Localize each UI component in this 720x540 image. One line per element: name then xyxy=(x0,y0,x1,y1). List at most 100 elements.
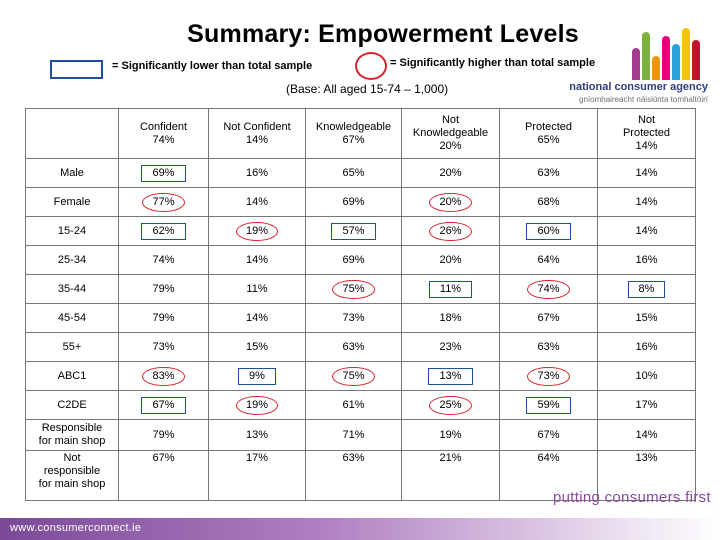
column-header-line: 74% xyxy=(152,133,175,146)
row-label-line: for main shop xyxy=(38,435,106,447)
row-label-line: 25-34 xyxy=(57,253,87,266)
cell-value: 17% xyxy=(245,452,269,464)
table-row: 15-24 62% 19% 57% 26% 60% 14% xyxy=(25,216,696,246)
value-cell: 15% xyxy=(208,332,306,362)
row-label-line: Male xyxy=(60,166,84,179)
significantly-higher-value: 75% xyxy=(332,279,375,299)
legend-higher-swatch xyxy=(355,52,387,80)
corner-cell xyxy=(25,108,119,159)
value-cell: 77% xyxy=(118,187,209,217)
value-cell: 79% xyxy=(118,419,209,451)
value-cell: 74% xyxy=(499,274,598,304)
value-cell: 17% xyxy=(597,390,696,420)
cell-value: 74% xyxy=(152,254,175,266)
cell-value: 17% xyxy=(635,399,658,411)
page-title: Summary: Empowerment Levels xyxy=(187,20,579,48)
cell-value: 14% xyxy=(635,196,658,208)
column-header-line: Confident xyxy=(139,120,188,133)
cell-value: 79% xyxy=(152,283,175,295)
value-cell: 63% xyxy=(499,158,598,188)
column-header-line: Not Confident xyxy=(223,120,291,133)
significantly-higher-value: 26% xyxy=(429,221,472,241)
significantly-lower-value: 9% xyxy=(238,367,276,385)
column-header-line: 20% xyxy=(439,140,462,152)
value-cell: 19% xyxy=(208,390,306,420)
significantly-lower-value: 13% xyxy=(428,367,473,385)
row-label-line: C2DE xyxy=(57,398,87,411)
legend-lower-swatch xyxy=(50,60,103,79)
significantly-lower-value: 8% xyxy=(627,280,666,298)
row-label: 25-34 xyxy=(25,245,119,275)
value-cell: 64% xyxy=(499,245,598,275)
cell-value: 63% xyxy=(342,452,365,464)
table-row: 35-44 79% 11% 75% 11% 74% 8% xyxy=(25,274,696,304)
significantly-lower-value: 62% xyxy=(141,222,186,240)
value-cell: 71% xyxy=(305,419,402,451)
value-cell: 16% xyxy=(597,245,696,275)
cell-value: 14% xyxy=(245,196,269,208)
significantly-lower-value: 67% xyxy=(141,396,186,414)
cell-value: 64% xyxy=(537,254,560,266)
value-cell: 14% xyxy=(597,187,696,217)
significantly-lower-value: 57% xyxy=(331,222,376,240)
cell-value: 69% xyxy=(342,196,365,208)
row-label: C2DE xyxy=(25,390,119,420)
row-label: Male xyxy=(25,158,119,188)
significantly-higher-value: 20% xyxy=(429,192,472,212)
column-header-line: Protected xyxy=(622,127,671,139)
empowerment-table: Confident 74% Not Confident 14% Knowledgeabl… xyxy=(25,108,696,501)
column-header-line: 65% xyxy=(537,133,560,146)
row-label: ABC1 xyxy=(25,361,119,391)
row-label-line: Not xyxy=(63,452,81,464)
cell-value: 13% xyxy=(635,452,658,464)
significantly-lower-value: 69% xyxy=(141,164,186,182)
cell-value: 65% xyxy=(342,167,365,179)
logo-bars-icon xyxy=(632,26,704,80)
cell-value: 64% xyxy=(537,452,560,464)
cell-value: 16% xyxy=(635,341,658,353)
value-cell: 17% xyxy=(208,450,306,501)
value-cell: 8% xyxy=(597,274,696,304)
value-cell: 14% xyxy=(208,187,306,217)
significantly-lower-value: 60% xyxy=(526,222,571,240)
cell-value: 73% xyxy=(152,341,175,353)
value-cell: 73% xyxy=(305,303,402,333)
table-row: ABC1 83% 9% 75% 13% 73% 10% xyxy=(25,361,696,391)
significantly-higher-value: 74% xyxy=(527,279,570,299)
value-cell: 18% xyxy=(401,303,500,333)
logo-name: national consumer agency xyxy=(569,81,708,93)
cell-value: 14% xyxy=(245,312,269,324)
value-cell: 67% xyxy=(118,390,209,420)
significantly-higher-value: 83% xyxy=(142,366,185,386)
cell-value: 11% xyxy=(246,283,268,295)
cell-value: 79% xyxy=(152,312,175,324)
significantly-higher-value: 25% xyxy=(429,395,472,415)
significantly-higher-value: 19% xyxy=(235,395,279,415)
cell-value: 21% xyxy=(439,452,462,464)
cell-value: 73% xyxy=(342,312,365,324)
value-cell: 64% xyxy=(499,450,598,501)
value-cell: 26% xyxy=(401,216,500,246)
cell-value: 13% xyxy=(245,429,269,441)
significantly-higher-value: 19% xyxy=(235,221,279,241)
cell-value: 10% xyxy=(635,370,658,382)
cell-value: 69% xyxy=(342,254,365,266)
table-row: Not responsible for main shop 67% 17% 63% 21% 6… xyxy=(25,450,696,501)
significantly-higher-value: 73% xyxy=(527,366,570,386)
row-label-line: ABC1 xyxy=(57,369,87,382)
value-cell: 13% xyxy=(597,450,696,501)
value-cell: 83% xyxy=(118,361,209,391)
cell-value: 23% xyxy=(439,341,462,353)
value-cell: 20% xyxy=(401,187,500,217)
value-cell: 16% xyxy=(208,158,306,188)
cell-value: 63% xyxy=(537,167,560,179)
row-label: 55+ xyxy=(25,332,119,362)
row-label-line: 35-44 xyxy=(57,282,87,295)
value-cell: 63% xyxy=(499,332,598,362)
value-cell: 68% xyxy=(499,187,598,217)
row-label: Responsible for main shop xyxy=(25,419,119,451)
column-header: Knowledgeable 67% xyxy=(305,108,402,159)
value-cell: 14% xyxy=(208,303,306,333)
cell-value: 15% xyxy=(245,341,269,353)
value-cell: 62% xyxy=(118,216,209,246)
